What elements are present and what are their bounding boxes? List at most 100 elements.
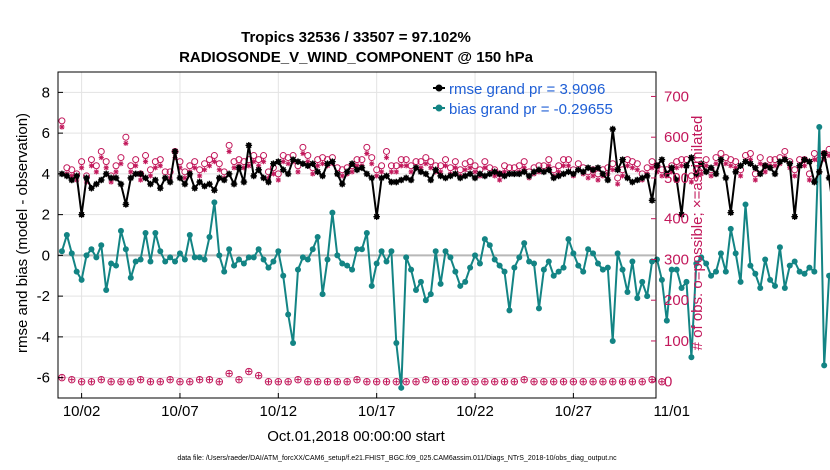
bias-point <box>599 266 606 273</box>
obs-assimilated-marker <box>615 181 621 187</box>
rmse-point-star <box>294 158 302 165</box>
y-right-tick-label: 500 <box>664 170 689 187</box>
obs-bottom-possible-marker <box>589 378 597 386</box>
rmse-point-star <box>688 154 695 161</box>
rmse-point-star <box>555 172 562 180</box>
rmse-point-star <box>668 164 676 172</box>
obs-assimilated-marker <box>619 173 626 179</box>
obs-bottom-possible-marker <box>156 378 164 386</box>
rmse-point-star <box>594 164 602 172</box>
obs-assimilated-marker <box>192 165 198 171</box>
rmse-point-star <box>201 182 208 190</box>
obs-bottom-assimilated-marker <box>443 379 448 385</box>
rmse-point-star <box>624 174 631 182</box>
obs-possible-marker <box>732 158 740 166</box>
rmse-point-star <box>220 176 228 184</box>
chart-title: Tropics 32536 / 33507 = 97.102% <box>241 29 471 46</box>
rmse-point-star <box>102 170 110 178</box>
obs-assimilated-marker <box>369 161 375 167</box>
bias-point <box>531 260 538 267</box>
x-tick-label: 10/17 <box>358 403 396 420</box>
obs-bottom-possible-marker <box>609 378 617 386</box>
obs-bottom-possible-marker <box>304 378 312 386</box>
obs-bottom-assimilated-marker <box>482 379 488 385</box>
obs-assimilated-marker <box>349 169 355 175</box>
bias-point <box>806 264 813 271</box>
obs-assimilated-marker <box>147 173 154 179</box>
obs-assimilated-marker <box>806 177 813 183</box>
obs-possible-marker <box>58 117 66 125</box>
rmse-point-star <box>250 172 258 180</box>
rmse-point-star <box>181 180 189 188</box>
obs-assimilated-marker <box>659 173 665 179</box>
obs-bottom-assimilated-marker <box>108 379 114 385</box>
rmse-point-star <box>437 172 444 180</box>
obs-bottom-assimilated-marker <box>118 379 124 385</box>
obs-assimilated-marker <box>211 159 217 165</box>
obs-possible-marker <box>422 154 430 162</box>
bias-point <box>663 317 670 324</box>
rmse-point-star <box>776 158 784 165</box>
obs-assimilated-marker <box>246 163 252 169</box>
obs-assimilated-marker <box>300 150 306 157</box>
bias-point <box>555 268 562 275</box>
x-tick-label: 10/27 <box>555 403 593 420</box>
obs-bottom-assimilated-marker <box>79 379 85 385</box>
obs-bottom-assimilated-marker <box>148 379 153 385</box>
rmse-point-star <box>663 170 671 178</box>
rmse-point-star <box>756 170 764 178</box>
obs-assimilated-marker <box>275 177 281 183</box>
bias-point <box>678 284 685 291</box>
obs-possible-marker <box>520 158 528 166</box>
rmse-point-star <box>432 166 439 174</box>
obs-bottom-possible-marker <box>550 378 558 386</box>
rmse-point-star <box>152 176 159 184</box>
obs-assimilated-marker <box>418 165 424 171</box>
obs-bottom-assimilated-marker <box>521 377 527 383</box>
bias-point <box>294 266 301 273</box>
bias-point <box>747 262 754 269</box>
y-left-tick-label: -2 <box>37 288 50 305</box>
rmse-point-star <box>579 168 587 176</box>
obs-assimilated-marker <box>811 157 817 163</box>
bias-point <box>250 254 257 261</box>
obs-assimilated-marker <box>295 169 301 175</box>
rmse-point-star <box>260 174 267 182</box>
rmse-point-star <box>737 162 744 170</box>
bias-point <box>172 258 179 265</box>
rmse-point-star <box>609 125 617 133</box>
bias-point <box>447 254 454 261</box>
obs-bottom-assimilated-marker <box>600 379 606 385</box>
obs-assimilated-marker <box>374 173 380 179</box>
rmse-point-star <box>117 180 125 188</box>
obs-assimilated-marker <box>69 173 75 179</box>
bias-point <box>181 256 188 263</box>
obs-assimilated-marker <box>560 163 567 169</box>
bias-point <box>211 199 218 206</box>
obs-possible-marker <box>756 154 764 162</box>
bias-point <box>147 258 154 265</box>
bias-point <box>590 250 597 257</box>
obs-bottom-assimilated-marker <box>551 379 557 385</box>
rmse-point-star <box>727 209 735 216</box>
obs-possible-marker <box>146 166 154 174</box>
obs-bottom-assimilated-marker <box>177 379 183 385</box>
obs-possible-marker <box>451 158 459 166</box>
bias-point <box>417 278 424 285</box>
rmse-point-star <box>520 168 528 176</box>
obs-assimilated-marker <box>270 171 276 177</box>
obs-bottom-possible-marker <box>658 378 666 386</box>
obs-assimilated-marker <box>285 161 291 167</box>
bias-point <box>496 262 503 269</box>
obs-assimilated-marker <box>669 169 675 175</box>
obs-assimilated-marker <box>792 173 798 179</box>
obs-possible-marker <box>304 152 312 160</box>
obs-assimilated-marker <box>103 165 109 171</box>
rmse-point-star <box>530 168 538 176</box>
obs-possible-marker <box>466 158 474 166</box>
rmse-point-star <box>634 176 641 184</box>
obs-assimilated-marker <box>826 152 830 159</box>
obs-bottom-possible-marker <box>97 375 105 384</box>
bias-point <box>304 256 311 263</box>
obs-possible-marker <box>643 164 651 172</box>
